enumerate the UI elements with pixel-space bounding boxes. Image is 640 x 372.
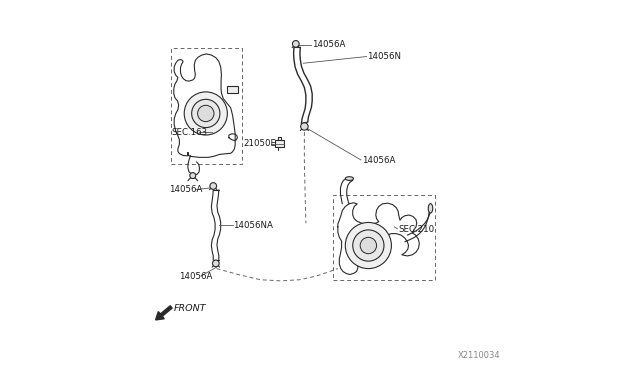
Bar — [227, 86, 238, 93]
Circle shape — [198, 105, 214, 122]
Bar — [275, 140, 284, 147]
Text: FRONT: FRONT — [174, 304, 207, 312]
Text: SEC.163: SEC.163 — [172, 128, 207, 137]
FancyArrow shape — [156, 306, 172, 320]
Ellipse shape — [346, 177, 353, 180]
Text: 21050E: 21050E — [244, 139, 276, 148]
Text: 14056NA: 14056NA — [234, 221, 273, 230]
Circle shape — [360, 237, 376, 254]
Circle shape — [212, 260, 219, 267]
Text: 14056A: 14056A — [179, 272, 212, 280]
Text: X2110034: X2110034 — [458, 351, 500, 360]
Text: 14056A: 14056A — [312, 40, 345, 49]
Circle shape — [292, 41, 299, 47]
Text: 14056N: 14056N — [367, 52, 401, 61]
Circle shape — [301, 123, 308, 130]
Text: SEC.210: SEC.210 — [398, 225, 435, 234]
Circle shape — [346, 222, 392, 269]
Circle shape — [353, 230, 384, 261]
Circle shape — [210, 183, 216, 189]
Ellipse shape — [428, 204, 433, 213]
Text: 14056A: 14056A — [362, 156, 395, 165]
Circle shape — [184, 92, 227, 135]
Text: 14056A: 14056A — [170, 185, 203, 194]
Circle shape — [191, 99, 220, 128]
Circle shape — [190, 173, 196, 179]
